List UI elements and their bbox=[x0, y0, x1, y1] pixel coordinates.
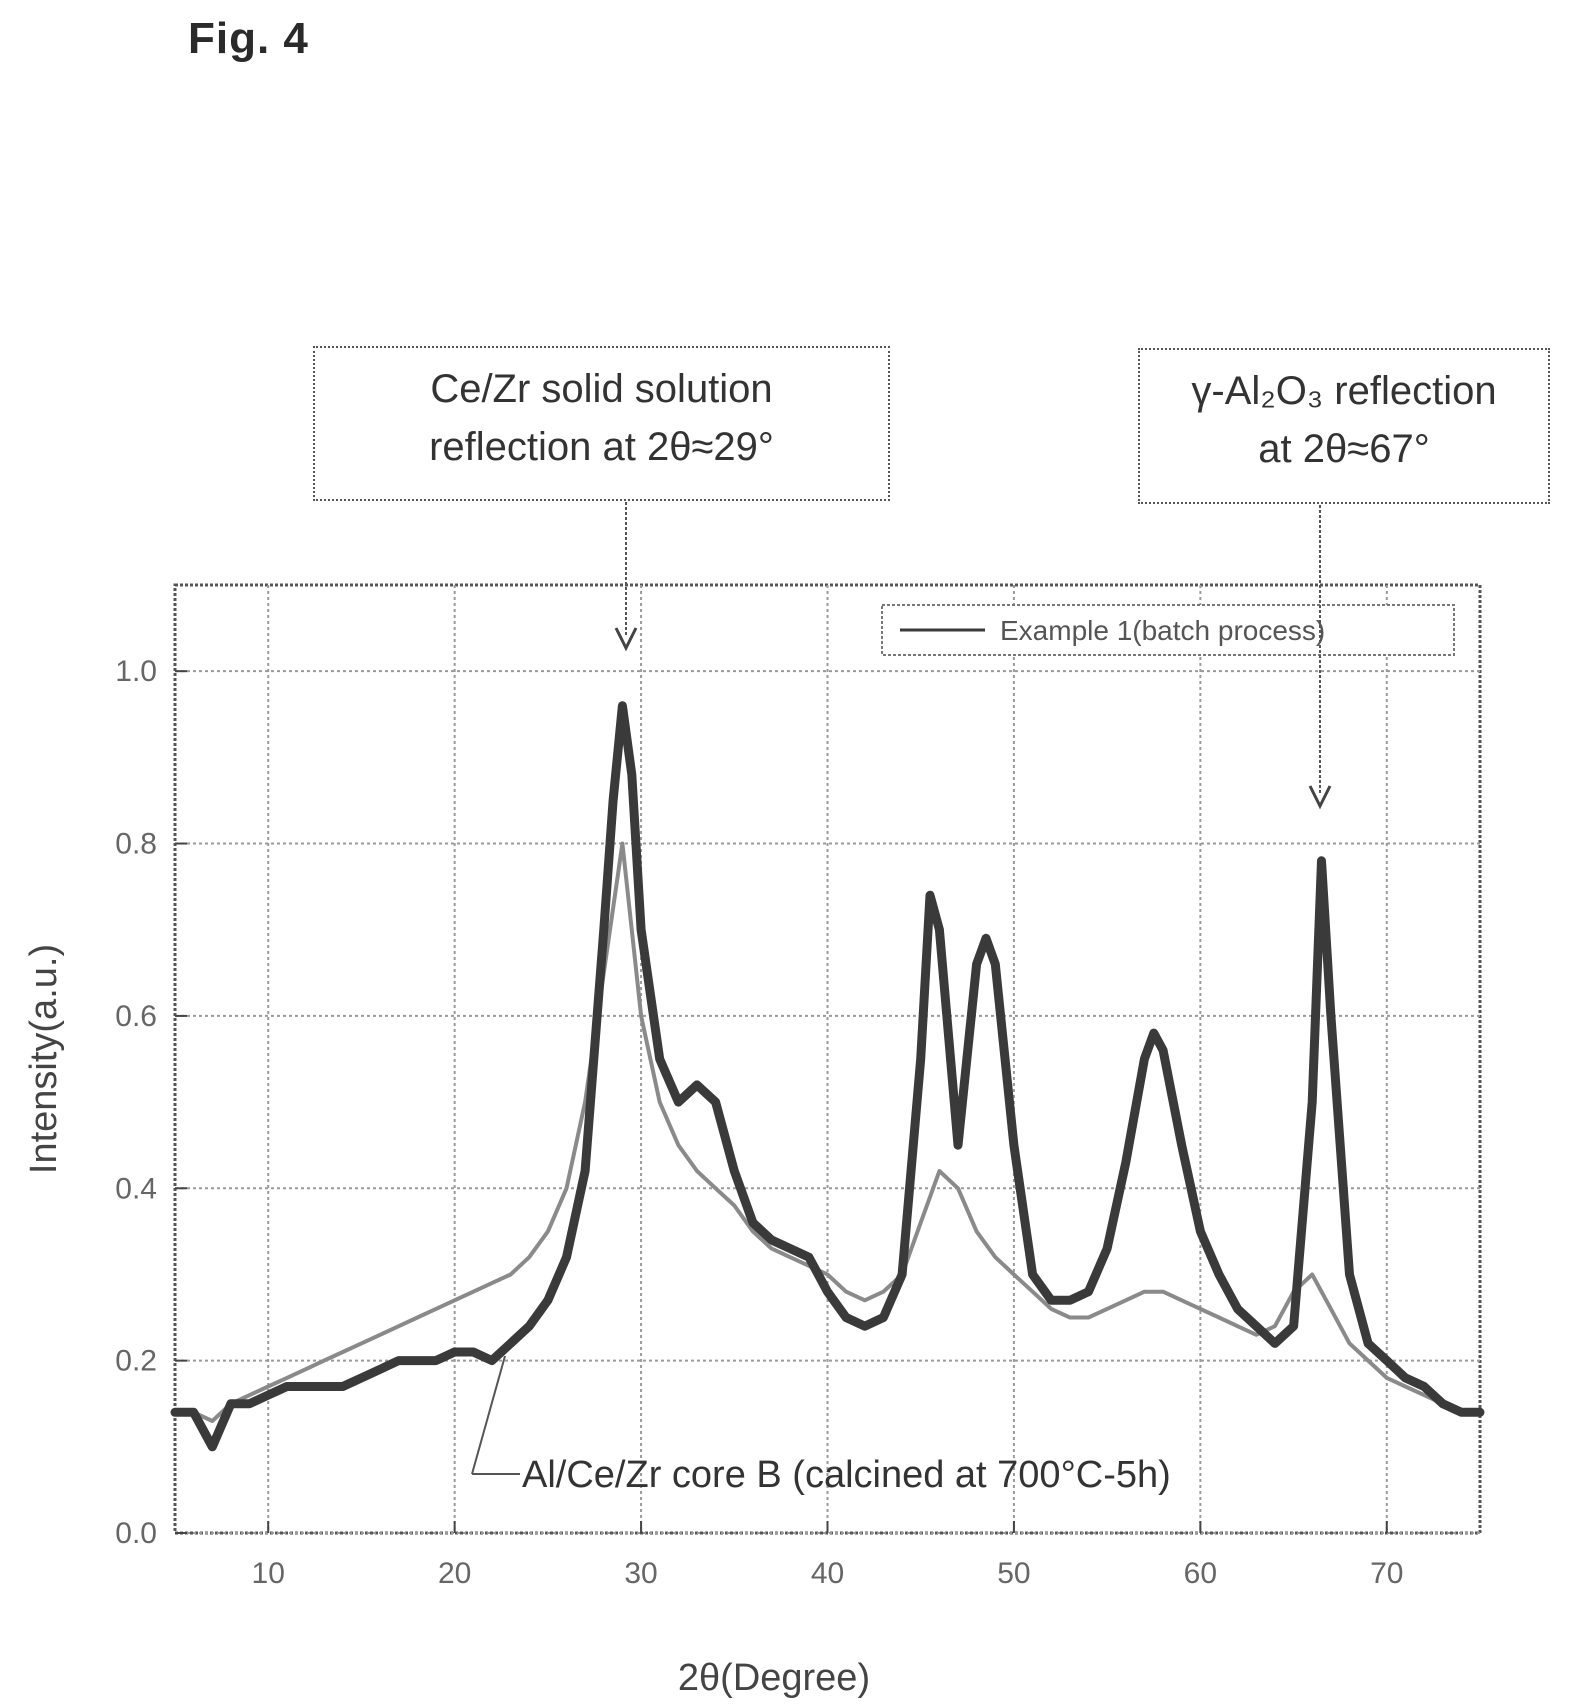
series-label-text: Al/Ce/Zr core B (calcined at 700°C-5h) bbox=[522, 1454, 1171, 1496]
y-axis-title: Intensity(a.u.) bbox=[23, 944, 65, 1174]
x-tick-label: 40 bbox=[811, 1557, 844, 1590]
al2o3-arrow-head bbox=[1308, 785, 1332, 810]
series-group bbox=[170, 701, 1485, 1452]
y-tick-label: 0.0 bbox=[115, 1517, 157, 1550]
al2o3-callout-line-1: γ-Al₂O₃ reflection bbox=[1191, 369, 1497, 413]
x-tick-label: 50 bbox=[997, 1557, 1030, 1590]
series-label-annotation: Al/Ce/Zr core B (calcined at 700°C-5h) bbox=[471, 1355, 1171, 1496]
figure-label: Fig. 4 bbox=[188, 14, 309, 63]
legend-entry: Example 1(batch process) bbox=[1000, 615, 1325, 646]
ce-zr-arrow-head bbox=[614, 627, 638, 652]
x-axis-title: 2θ(Degree) bbox=[678, 1657, 870, 1699]
y-tick-label: 0.6 bbox=[115, 1000, 157, 1033]
al2o3-callout-line-2: at 2θ≈67° bbox=[1258, 427, 1430, 471]
tick-labels: 10 20 30 40 50 60 70 0.0 0.2 0.4 0.6 0.8 1.0 bbox=[115, 655, 1403, 1590]
al2o3-reflection-callout: γ-Al₂O₃ reflection at 2θ≈67° bbox=[1138, 348, 1550, 504]
grid bbox=[175, 585, 1480, 1534]
series-line-example-1 bbox=[170, 701, 1485, 1452]
x-tick-label: 10 bbox=[252, 1557, 285, 1590]
x-tick-label: 70 bbox=[1370, 1557, 1403, 1590]
legend-box bbox=[881, 604, 1455, 656]
annotation-arrows bbox=[614, 502, 1332, 810]
x-tick-label: 60 bbox=[1184, 1557, 1217, 1590]
series-label-leader bbox=[471, 1355, 506, 1475]
y-tick-label: 1.0 bbox=[115, 655, 157, 688]
y-tick-label: 0.2 bbox=[115, 1345, 157, 1378]
x-tick-label: 30 bbox=[624, 1557, 657, 1590]
legend: Example 1(batch process) bbox=[881, 604, 1455, 656]
ce-zr-callout-line-2: reflection at 2θ≈29° bbox=[429, 425, 774, 469]
ce-zr-callout-line-1: Ce/Zr solid solution bbox=[430, 367, 773, 411]
y-tick-label: 0.4 bbox=[115, 1172, 157, 1205]
y-tick-label: 0.8 bbox=[115, 828, 157, 861]
ce-zr-reflection-callout: Ce/Zr solid solution reflection at 2θ≈29… bbox=[313, 346, 890, 501]
x-tick-label: 20 bbox=[438, 1557, 471, 1590]
